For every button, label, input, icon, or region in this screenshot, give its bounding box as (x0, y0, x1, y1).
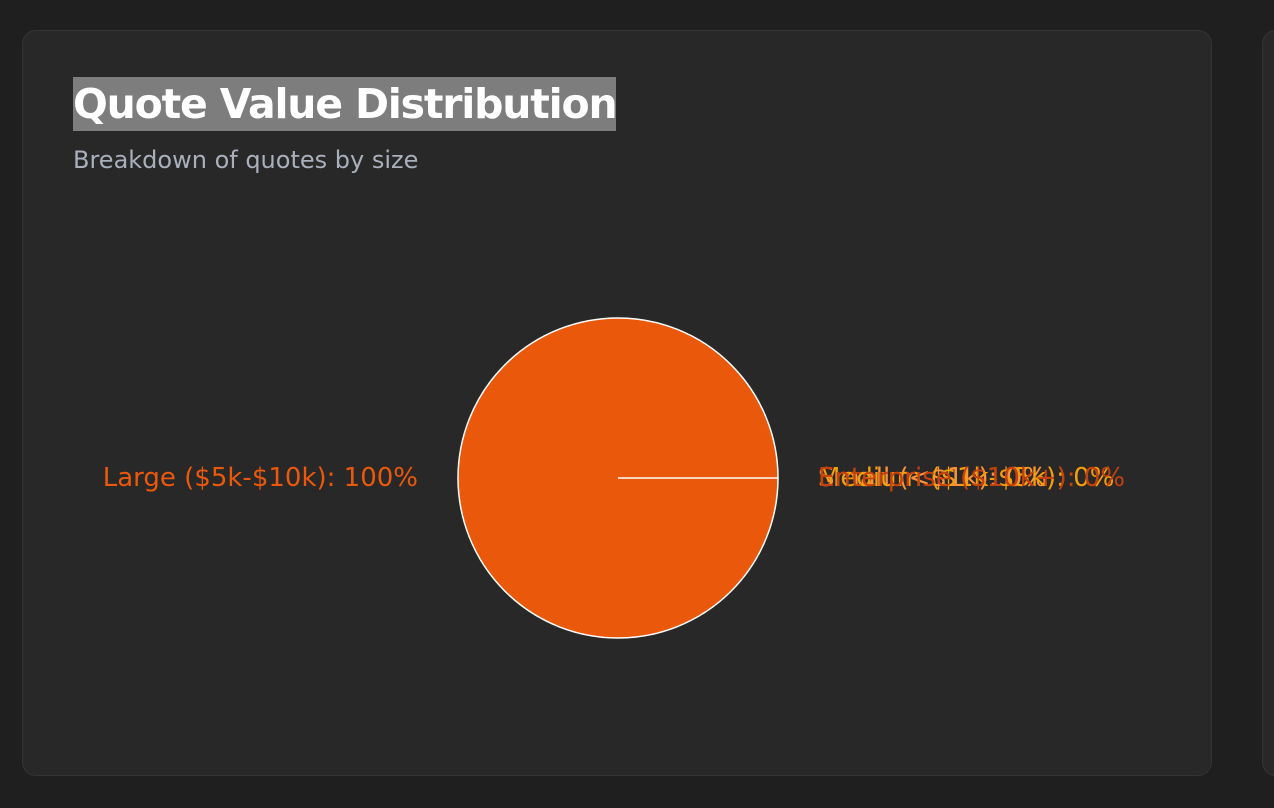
pie-labels: Small (<$1k): 0%Medium ($1k-$5k): 0% Larg… (103, 463, 1125, 493)
chart-title: Quote Value Distribution (73, 77, 618, 131)
chart-card: Quote Value Distribution Breakdown of qu… (22, 30, 1212, 776)
pie-slice-label: Medium ($1k-$5k): 0% (818, 463, 1114, 493)
pie-slice-label: Enterprise ($10k+): 0% (818, 463, 1125, 493)
chart-subtitle: Breakdown of quotes by size (73, 146, 419, 174)
pie-slices (457, 317, 779, 639)
pie-slice-label: Small (<$1k): 0% (818, 463, 1047, 493)
pie-slice-label: Large ($5k-$10k): 100% (103, 463, 418, 493)
